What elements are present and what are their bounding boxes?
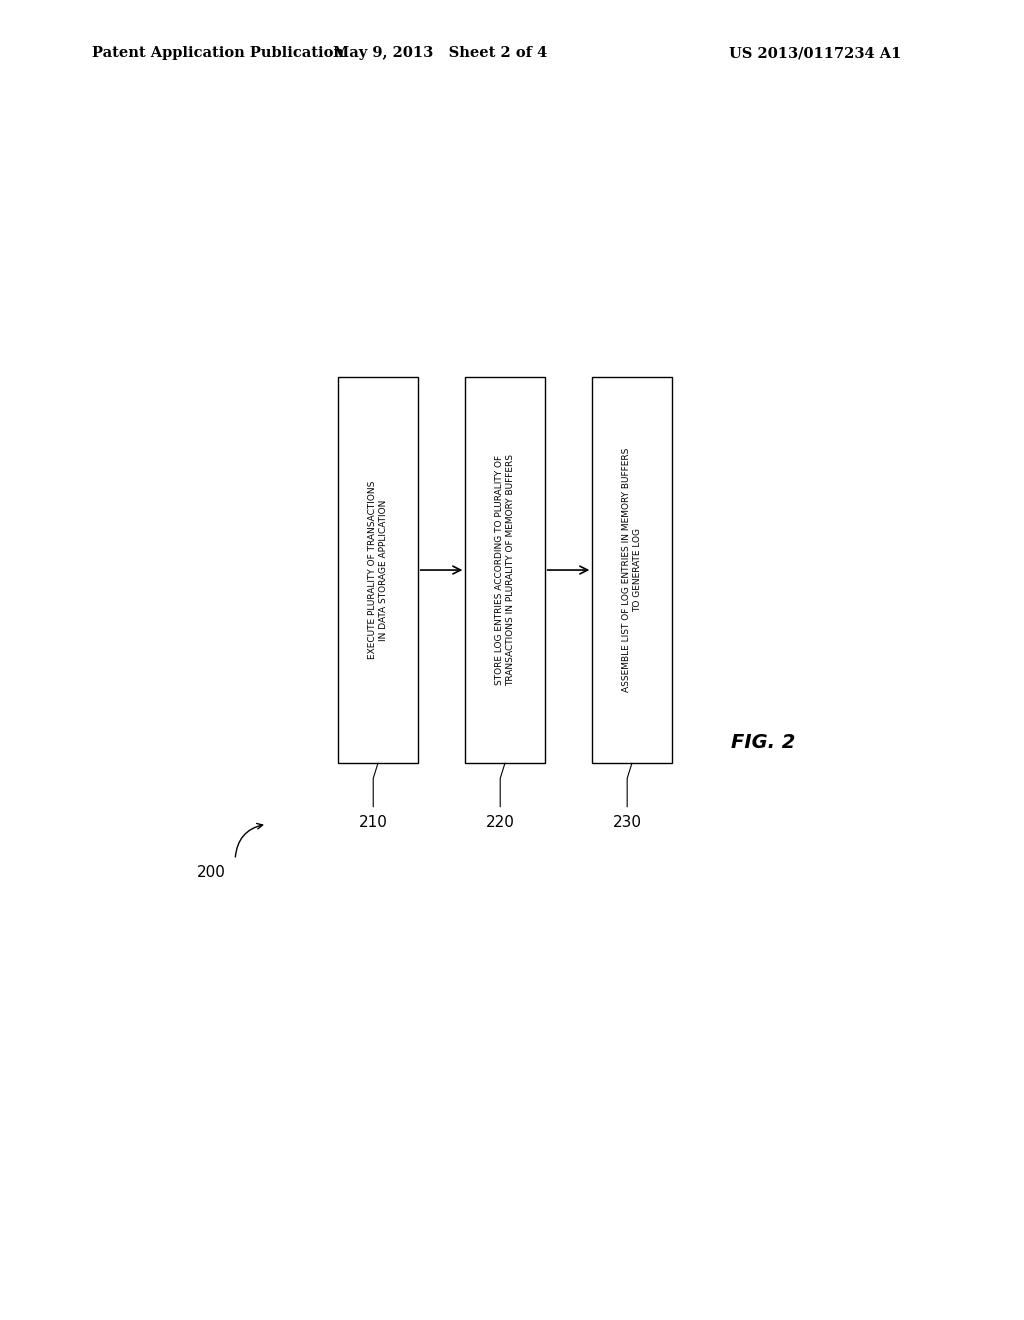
Text: Patent Application Publication: Patent Application Publication: [92, 46, 344, 61]
Text: FIG. 2: FIG. 2: [731, 734, 796, 752]
Text: May 9, 2013   Sheet 2 of 4: May 9, 2013 Sheet 2 of 4: [333, 46, 548, 61]
Bar: [592, 378, 672, 763]
Text: 210: 210: [358, 814, 388, 830]
Text: 220: 220: [485, 814, 515, 830]
Text: US 2013/0117234 A1: US 2013/0117234 A1: [729, 46, 901, 61]
Bar: [338, 378, 418, 763]
Text: ASSEMBLE LIST OF LOG ENTRIES IN MEMORY BUFFERS
TO GENERATE LOG: ASSEMBLE LIST OF LOG ENTRIES IN MEMORY B…: [623, 447, 642, 692]
Text: EXECUTE PLURALITY OF TRANSACTIONS
IN DATA STORAGE APPLICATION: EXECUTE PLURALITY OF TRANSACTIONS IN DAT…: [369, 480, 388, 659]
Text: 200: 200: [197, 865, 225, 880]
Text: STORE LOG ENTRIES ACCORDING TO PLURALITY OF
TRANSACTIONS IN PLURALITY OF MEMORY : STORE LOG ENTRIES ACCORDING TO PLURALITY…: [496, 454, 515, 686]
Text: 230: 230: [612, 814, 642, 830]
Bar: [465, 378, 545, 763]
